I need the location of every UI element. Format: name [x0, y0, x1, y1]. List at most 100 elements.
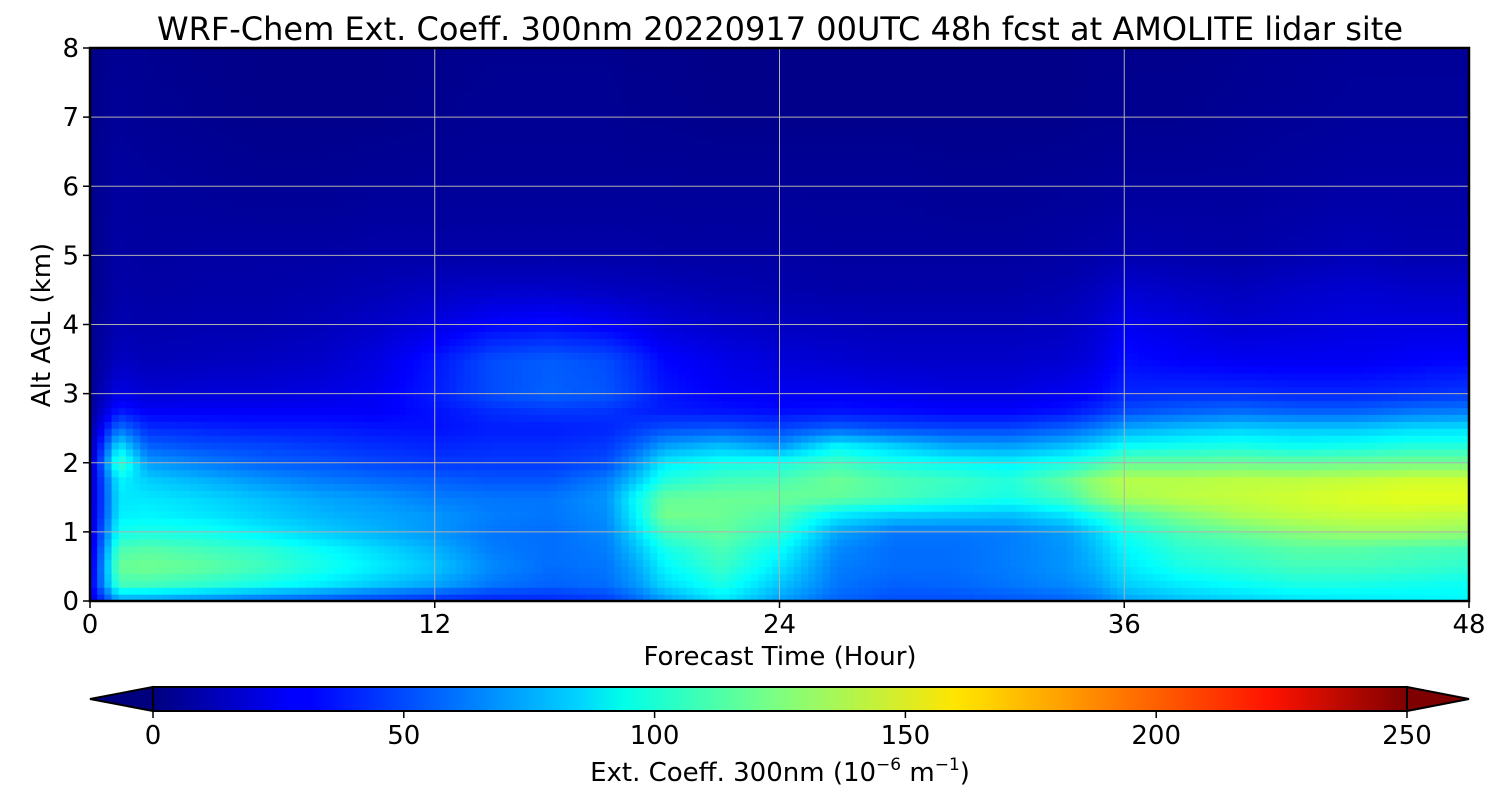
heatmap-cell [420, 455, 429, 464]
heatmap-cell [1282, 594, 1291, 601]
heatmap-cell [262, 435, 271, 443]
heatmap-cell [937, 538, 946, 547]
heatmap-cell [528, 552, 536, 561]
heatmap-cell [1282, 476, 1291, 485]
heatmap-cell [111, 538, 120, 547]
heatmap-cell [520, 566, 529, 574]
heatmap-cell [1346, 552, 1355, 561]
heatmap-cell [966, 448, 975, 457]
heatmap-cell [204, 428, 213, 436]
heatmap-cell [1267, 448, 1276, 457]
heatmap-cell [1224, 442, 1233, 450]
heatmap-cell [1088, 518, 1097, 526]
heatmap-cell [930, 497, 939, 505]
heatmap-cell [1030, 442, 1039, 450]
heatmap-cell [104, 497, 113, 505]
heatmap-cell [463, 497, 472, 505]
heatmap-cell [865, 469, 874, 478]
heatmap-cell [944, 594, 953, 601]
heatmap-cell [513, 428, 522, 436]
heatmap-cell [1174, 545, 1183, 554]
heatmap-cell [851, 587, 860, 595]
heatmap-cell [1016, 573, 1025, 581]
heatmap-cell [269, 518, 278, 526]
heatmap-cell [571, 435, 579, 443]
heatmap-cell [1181, 421, 1190, 429]
heatmap-cell [362, 573, 371, 581]
heatmap-cell [161, 448, 170, 457]
heatmap-cell [614, 421, 623, 429]
heatmap-cell [901, 421, 910, 429]
heatmap-cell [887, 524, 896, 533]
heatmap-cell [621, 462, 630, 471]
heatmap-cell [693, 448, 702, 457]
heatmap-cell [470, 421, 479, 429]
heatmap-cell [757, 518, 766, 526]
heatmap-cell [334, 580, 342, 588]
heatmap-cell [549, 545, 558, 554]
heatmap-cell [808, 483, 817, 491]
heatmap-cell [1217, 476, 1226, 485]
heatmap-cell [341, 483, 350, 491]
heatmap-cell [1081, 435, 1089, 443]
heatmap-cell [298, 462, 307, 471]
heatmap-cell [427, 476, 436, 485]
heatmap-cell [944, 428, 953, 436]
heatmap-cell [872, 545, 881, 554]
heatmap-cell [427, 559, 436, 568]
heatmap-cell [248, 476, 256, 485]
heatmap-cell [1009, 428, 1018, 436]
heatmap-cell [226, 428, 235, 436]
heatmap-cell [815, 504, 824, 512]
heatmap-cell [994, 476, 1003, 485]
heatmap-cell [456, 518, 465, 526]
heatmap-cell [1433, 462, 1441, 471]
heatmap-cell [1339, 483, 1348, 491]
heatmap-cell [463, 524, 472, 533]
heatmap-cell [1038, 448, 1046, 457]
heatmap-cell [1088, 511, 1097, 519]
heatmap-cell [779, 483, 788, 491]
heatmap-cell [485, 435, 493, 443]
heatmap-cell [836, 531, 845, 540]
heatmap-cell [204, 531, 213, 540]
heatmap-cell [664, 462, 673, 471]
heatmap-cell [772, 428, 781, 436]
heatmap-cell [370, 448, 378, 457]
heatmap-cell [1188, 421, 1197, 429]
heatmap-cell [628, 559, 637, 568]
heatmap-cell [233, 531, 242, 540]
heatmap-cell [1425, 455, 1434, 464]
heatmap-cell [104, 490, 113, 498]
heatmap-cell [1375, 531, 1384, 540]
heatmap-cell [1045, 483, 1054, 491]
heatmap-cell [1045, 566, 1054, 574]
heatmap-cell [212, 559, 220, 568]
heatmap-cell [1188, 435, 1197, 443]
heatmap-cell [1095, 497, 1104, 505]
heatmap-cell [520, 580, 529, 588]
heatmap-cell [1260, 552, 1269, 561]
heatmap-cell [880, 435, 888, 443]
heatmap-cell [951, 538, 960, 547]
heatmap-cell [528, 511, 536, 519]
heatmap-cell [413, 580, 421, 588]
heatmap-cell [1217, 490, 1226, 498]
heatmap-cell [118, 552, 127, 561]
heatmap-cell [1145, 594, 1154, 601]
heatmap-cell [1275, 552, 1283, 561]
heatmap-cell [815, 566, 824, 574]
heatmap-cell [1361, 566, 1370, 574]
heatmap-cell [1073, 462, 1082, 471]
heatmap-cell [880, 483, 888, 491]
heatmap-cell [427, 511, 436, 519]
heatmap-cell [1095, 524, 1104, 533]
heatmap-cell [226, 469, 235, 478]
heatmap-cell [1009, 573, 1018, 581]
heatmap-cell [456, 545, 465, 554]
heatmap-cell [449, 538, 457, 547]
heatmap-cell [707, 483, 716, 491]
heatmap-cell [348, 504, 357, 512]
heatmap-cell [176, 566, 184, 574]
heatmap-cell [937, 483, 946, 491]
